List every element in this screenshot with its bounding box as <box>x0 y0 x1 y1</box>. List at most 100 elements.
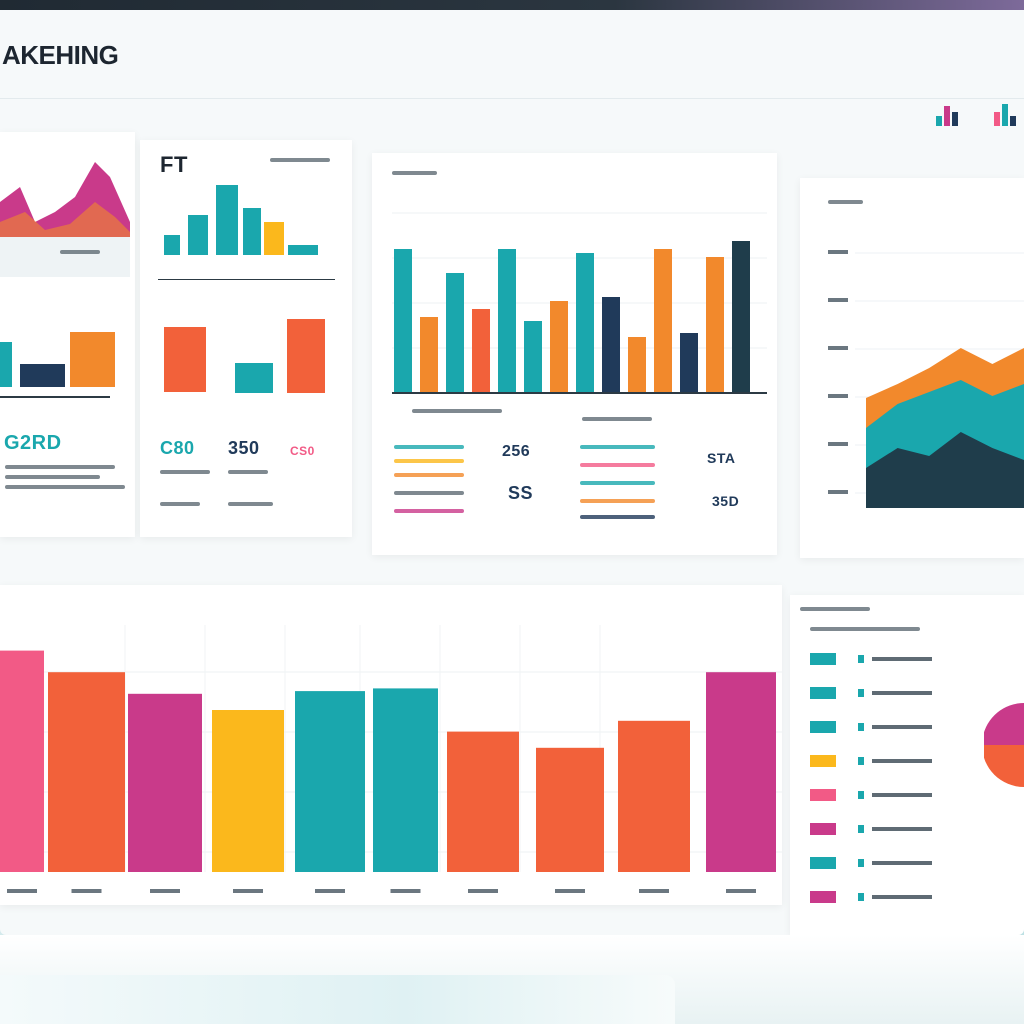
bar-13 <box>706 257 724 393</box>
bar-12 <box>680 333 698 393</box>
legend-label <box>872 691 932 695</box>
legend-label <box>872 657 932 661</box>
legend-swatch <box>810 857 836 869</box>
legend-swatch <box>810 789 836 801</box>
area-chart <box>828 250 1024 508</box>
y-tick-label <box>828 490 848 494</box>
legend-swatch <box>810 653 836 665</box>
legend-icon <box>858 825 864 833</box>
y-tick-label <box>828 298 848 302</box>
pie-slice-3 <box>984 745 1024 787</box>
y-tick-label <box>828 442 848 446</box>
bar-3 <box>128 693 202 872</box>
dashboard-screen: AKEHING G2RD FT <box>0 10 1024 935</box>
x-tick-label <box>315 889 345 893</box>
bar-2 <box>420 317 438 393</box>
y-tick-label <box>828 394 848 398</box>
stat-value: G2RD <box>4 432 62 454</box>
stat-sta: STA <box>707 450 736 466</box>
bar-1 <box>0 342 12 387</box>
bar-10 <box>628 337 646 393</box>
bar-10 <box>706 672 776 872</box>
area-orange <box>0 202 130 237</box>
bar-5 <box>498 249 516 393</box>
bar-4 <box>472 309 490 393</box>
legend-label <box>872 827 932 831</box>
left-bar-chart <box>0 332 115 398</box>
x-tick-label <box>639 889 669 893</box>
legend-icon <box>858 689 864 697</box>
panel-legend-pie <box>790 595 1024 935</box>
legend-label <box>872 895 932 899</box>
chart-icon[interactable] <box>990 98 1020 128</box>
legend-swatch <box>810 823 836 835</box>
legend-swatch <box>810 891 836 903</box>
stat-ss: SS <box>508 483 534 503</box>
panel-left: G2RD <box>0 132 135 537</box>
monitor-stand <box>0 975 675 1024</box>
header-divider <box>0 98 1024 99</box>
panel-area-chart <box>800 178 1024 558</box>
x-tick-label <box>150 889 180 893</box>
kpi-bar-chart <box>158 185 335 280</box>
legend-label <box>872 793 932 797</box>
x-tick-label <box>468 889 498 893</box>
bar-3 <box>446 273 464 393</box>
bar-6 <box>373 688 438 872</box>
bar-3 <box>70 332 115 387</box>
x-tick-label <box>555 889 585 893</box>
bar-9 <box>618 720 690 872</box>
x-tick-label <box>726 889 756 893</box>
panel-bar-chart: 256 SS STA 35D <box>372 153 777 555</box>
bar-7 <box>550 301 568 393</box>
bar-8 <box>576 253 594 393</box>
legend-label <box>872 725 932 729</box>
legend-label <box>872 861 932 865</box>
panel-kpi: FT C80 350 CS0 <box>140 140 352 537</box>
bar-6 <box>524 321 542 393</box>
legend-icon <box>858 791 864 799</box>
area-series-3 <box>866 432 1024 508</box>
kpi-value-1: C80 <box>160 438 195 458</box>
bar-4 <box>212 710 284 872</box>
chart-icon[interactable] <box>932 98 962 128</box>
panel-bottom-chart <box>0 585 782 905</box>
bar-11 <box>654 249 672 393</box>
legend-icon <box>858 859 864 867</box>
x-tick-label <box>7 889 37 893</box>
legend-icon <box>858 893 864 901</box>
legend-icon <box>858 723 864 731</box>
bar-7 <box>447 731 519 872</box>
legend-list <box>810 653 932 903</box>
bar-2 <box>20 364 65 387</box>
legend-icon <box>858 655 864 663</box>
app-title: AKEHING <box>2 40 119 70</box>
legend-swatch <box>810 687 836 699</box>
stat-256: 256 <box>502 443 531 460</box>
x-tick-label <box>390 889 421 893</box>
x-tick-label <box>71 889 102 893</box>
bottom-bar-chart <box>0 625 782 893</box>
bar-5 <box>295 691 365 872</box>
pie-slice-1 <box>984 703 1024 745</box>
kpi-value-2: 350 <box>228 438 260 458</box>
bar-1 <box>394 249 412 393</box>
stat-35d: 35D <box>712 493 740 509</box>
bar-1 <box>0 650 44 872</box>
left-area-chart <box>0 162 130 277</box>
y-tick-label <box>828 250 848 254</box>
x-tick-label <box>233 889 263 893</box>
pie-chart <box>984 703 1024 787</box>
y-tick-label <box>828 346 848 350</box>
kpi-value-3: CS0 <box>290 444 315 458</box>
panel-title: FT <box>160 152 188 177</box>
kpi-bar-chart-2 <box>164 319 325 393</box>
bar-14 <box>732 241 750 393</box>
main-bar-chart <box>392 212 767 394</box>
mini-table <box>0 237 130 277</box>
legend-swatch <box>810 721 836 733</box>
legend-swatch <box>810 755 836 767</box>
bar-9 <box>602 297 620 393</box>
legend-icon <box>858 757 864 765</box>
bar-8 <box>536 747 604 872</box>
